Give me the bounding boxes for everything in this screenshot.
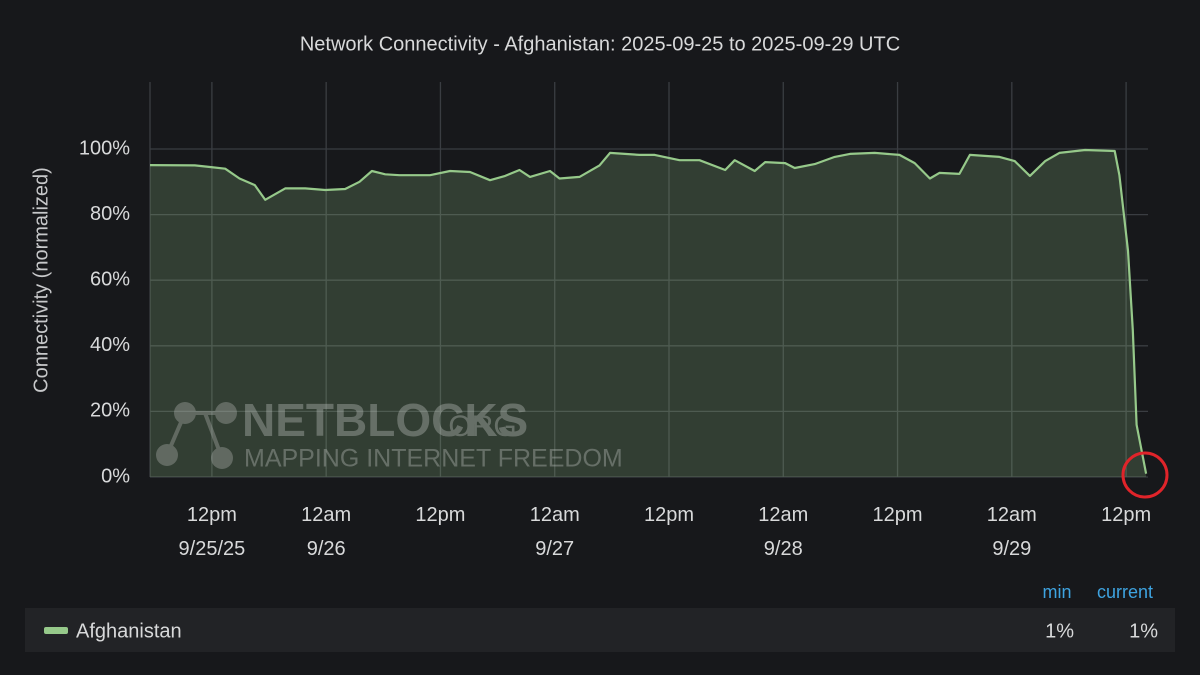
watermark: NETBLOCKS .ORG MAPPING INTERNET FREEDOM: [156, 394, 623, 473]
x-tick-label: 12pm: [873, 504, 923, 526]
legend-column-header: current: [1097, 582, 1153, 602]
x-tick-label: 12pm: [1101, 504, 1151, 526]
y-tick-label: 0%: [101, 465, 130, 487]
legend-column-header: min: [1042, 582, 1071, 602]
y-tick-label: 60%: [90, 268, 130, 290]
y-tick-label: 20%: [90, 400, 130, 422]
legend-row: [25, 608, 1175, 652]
highlight-circle: [1121, 451, 1169, 499]
grid: 0% 20% 40% 60% 80% 100% 12pm 9/25/25 12am 9/26 12p…: [79, 82, 1151, 560]
logo-dot: [215, 402, 237, 424]
logo-dot: [174, 402, 196, 424]
y-tick-label: 80%: [90, 203, 130, 225]
series-line: [149, 148, 1148, 474]
logo-link: [165, 411, 226, 459]
logo-dot: [211, 447, 233, 469]
legend-swatch: [44, 627, 68, 634]
chart-title: Network Connectivity - Afghanistan: 2025…: [300, 33, 900, 55]
x-tick-label: 12am 9/26: [301, 504, 351, 560]
y-axis-label: Connectivity (normalized): [30, 167, 52, 393]
x-tick-label: 12am 9/29: [987, 504, 1037, 560]
x-tick-label: 12pm: [415, 504, 465, 526]
plot: [149, 148, 1148, 477]
x-tick-label: 12am 9/27: [530, 504, 580, 560]
area-fill: [150, 150, 1147, 477]
logo-dot: [156, 444, 178, 466]
legend-min: 1%: [1045, 620, 1074, 642]
watermark-tagline: MAPPING INTERNET FREEDOM: [244, 445, 623, 473]
x-tick-label: 12pm 9/25/25: [179, 504, 246, 560]
y-tick-label: 40%: [90, 334, 130, 356]
y-tick-label: 100%: [79, 137, 130, 159]
legend-series-name[interactable]: Afghanistan: [76, 620, 182, 642]
watermark-brand: NETBLOCKS: [242, 394, 528, 446]
legend-current: 1%: [1129, 620, 1158, 642]
watermark-domain: .ORG: [440, 410, 517, 443]
x-tick-label: 12pm: [644, 504, 694, 526]
x-tick-label: 12am 9/28: [758, 504, 808, 560]
